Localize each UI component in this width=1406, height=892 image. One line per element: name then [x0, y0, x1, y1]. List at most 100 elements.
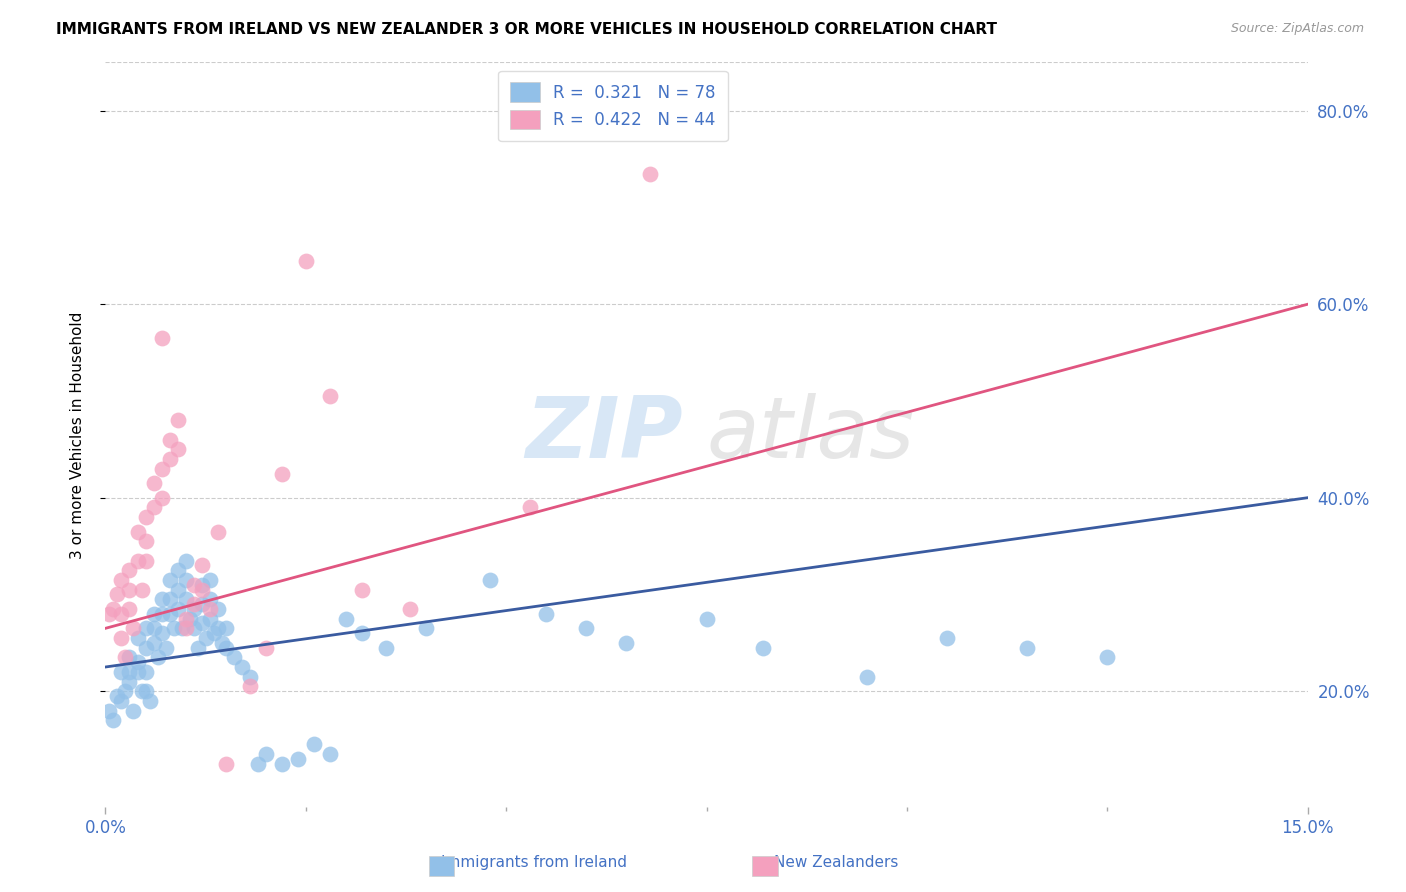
Point	[107, 587, 129, 601]
Point	[159, 452, 181, 467]
Point	[150, 607, 173, 621]
Point	[270, 467, 292, 481]
Point	[696, 612, 718, 626]
Point	[118, 674, 141, 689]
Point	[198, 612, 221, 626]
Point	[142, 476, 165, 491]
Text: Immigrants from Ireland: Immigrants from Ireland	[441, 855, 627, 870]
Point	[190, 558, 212, 573]
Point	[936, 631, 959, 645]
Point	[159, 433, 181, 447]
Point	[98, 704, 121, 718]
Point	[150, 592, 173, 607]
Point	[214, 621, 236, 635]
Point	[616, 636, 638, 650]
Point	[150, 491, 173, 505]
Point	[127, 655, 149, 669]
Point	[142, 500, 165, 515]
Legend: R =  0.321   N = 78, R =  0.422   N = 44: R = 0.321 N = 78, R = 0.422 N = 44	[499, 70, 728, 141]
Point	[110, 631, 132, 645]
Point	[110, 694, 132, 708]
Point	[198, 592, 221, 607]
Point	[183, 602, 205, 616]
Point	[246, 756, 269, 771]
Point	[110, 573, 132, 587]
Point	[155, 640, 177, 655]
Point	[107, 689, 129, 703]
Point	[110, 665, 132, 679]
Point	[254, 747, 277, 761]
Point	[1097, 650, 1119, 665]
Text: atlas: atlas	[707, 393, 914, 476]
Point	[207, 524, 229, 539]
Point	[135, 640, 157, 655]
Point	[415, 621, 437, 635]
Point	[122, 621, 145, 635]
Point	[103, 713, 125, 727]
Point	[254, 640, 277, 655]
Point	[174, 621, 197, 635]
Point	[127, 524, 149, 539]
Point	[166, 602, 188, 616]
Point	[142, 636, 165, 650]
Point	[118, 665, 141, 679]
Point	[183, 597, 205, 611]
Point	[198, 602, 221, 616]
Point	[207, 602, 229, 616]
Point	[118, 582, 141, 597]
Point	[207, 621, 229, 635]
Point	[534, 607, 557, 621]
Text: ZIP: ZIP	[524, 393, 682, 476]
Point	[135, 621, 157, 635]
Point	[114, 684, 136, 698]
Point	[575, 621, 598, 635]
Point	[131, 684, 153, 698]
Point	[335, 612, 357, 626]
Point	[214, 756, 236, 771]
Point	[287, 752, 309, 766]
Point	[231, 660, 253, 674]
Point	[855, 670, 877, 684]
Point	[135, 665, 157, 679]
Point	[202, 626, 225, 640]
Point	[190, 597, 212, 611]
Point	[135, 510, 157, 524]
Point	[103, 602, 125, 616]
Point	[166, 442, 188, 457]
Point	[150, 626, 173, 640]
Point	[174, 592, 197, 607]
Text: IMMIGRANTS FROM IRELAND VS NEW ZEALANDER 3 OR MORE VEHICLES IN HOUSEHOLD CORRELA: IMMIGRANTS FROM IRELAND VS NEW ZEALANDER…	[56, 22, 997, 37]
Point	[166, 563, 188, 577]
Point	[166, 413, 188, 427]
Point	[159, 573, 181, 587]
Point	[118, 602, 141, 616]
Point	[350, 626, 373, 640]
Point	[170, 621, 193, 635]
Point	[190, 616, 212, 631]
Point	[135, 534, 157, 549]
Point	[183, 578, 205, 592]
Point	[122, 704, 145, 718]
Point	[194, 631, 217, 645]
Point	[174, 553, 197, 567]
Point	[211, 636, 233, 650]
Point	[214, 640, 236, 655]
Point	[127, 553, 149, 567]
Point	[166, 582, 188, 597]
Point	[174, 573, 197, 587]
Point	[142, 607, 165, 621]
Point	[135, 684, 157, 698]
Point	[98, 607, 121, 621]
Point	[159, 607, 181, 621]
Point	[162, 621, 184, 635]
Point	[174, 612, 197, 626]
Point	[187, 640, 209, 655]
Point	[350, 582, 373, 597]
Text: New Zealanders: New Zealanders	[775, 855, 898, 870]
Point	[198, 573, 221, 587]
Point	[146, 650, 169, 665]
Point	[295, 253, 318, 268]
Point	[114, 650, 136, 665]
Point	[142, 621, 165, 635]
Point	[319, 747, 342, 761]
